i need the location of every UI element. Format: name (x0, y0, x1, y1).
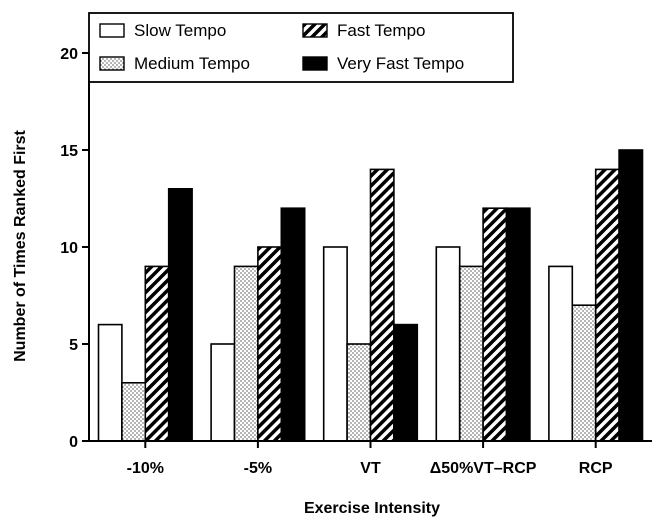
legend-label: Very Fast Tempo (337, 54, 464, 73)
legend: Slow Tempo Medium Tempo Fast Tempo Very Fas… (88, 12, 514, 83)
bar-white-0 (97, 323, 123, 442)
bar-hatched-3 (482, 207, 508, 442)
bar-dotted-1 (233, 265, 259, 442)
y-tick-label: 10 (60, 240, 78, 257)
bar-black-1 (280, 207, 306, 442)
bar-dotted-4 (571, 304, 597, 442)
x-tick-label: -5% (244, 460, 272, 477)
plot-area (97, 149, 644, 442)
legend-label: Fast Tempo (337, 21, 426, 40)
bar-white-1 (210, 343, 236, 442)
bar-dotted-2 (346, 343, 372, 442)
bar-hatched-1 (257, 246, 283, 442)
bar-hatched-0 (144, 265, 170, 442)
y-tick-label: 5 (69, 337, 78, 354)
bar-dotted-0 (121, 381, 147, 442)
legend-swatch-black (302, 56, 328, 71)
bar-black-2 (393, 323, 419, 442)
x-tick-label: -10% (127, 460, 164, 477)
bar-black-3 (505, 207, 531, 442)
y-tick-label: 0 (69, 434, 78, 451)
bar-black-4 (618, 149, 644, 442)
bar-hatched-4 (594, 168, 620, 442)
axes: -10% -5% VT Δ50%VT–RCP RCP 0 5 10 15 20 (60, 46, 652, 477)
bar-dotted-3 (458, 265, 484, 442)
x-tick-label: RCP (579, 460, 613, 477)
bar-hatched-2 (369, 168, 395, 442)
x-tick-label: Δ50%VT–RCP (430, 460, 537, 477)
legend-label: Slow Tempo (134, 21, 226, 40)
y-axis-title: Number of Times Ranked First (12, 129, 29, 361)
x-axis-title: Exercise Intensity (304, 500, 440, 517)
legend-swatch-dotted (99, 56, 125, 71)
legend-box (88, 12, 514, 83)
y-tick-label: 20 (60, 46, 78, 63)
bar-black-0 (167, 188, 193, 442)
legend-swatch-white (99, 23, 125, 38)
bar-white-4 (548, 265, 574, 442)
bar-white-2 (322, 246, 348, 442)
legend-swatch-hatched (302, 23, 328, 38)
legend-label: Medium Tempo (134, 54, 250, 73)
x-tick-label: VT (360, 460, 381, 477)
bar-white-3 (435, 246, 461, 442)
y-tick-label: 15 (60, 143, 78, 160)
